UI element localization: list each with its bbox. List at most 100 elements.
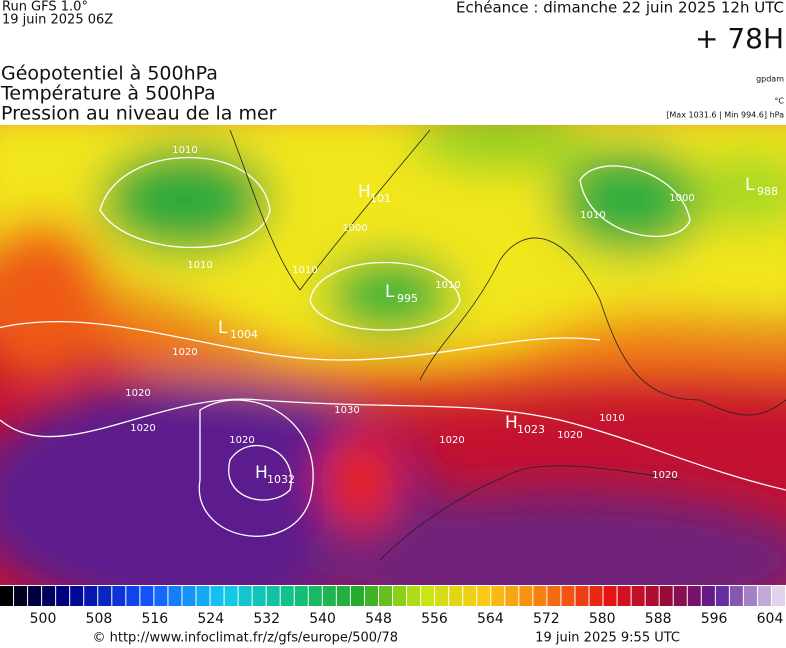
center-value: 1023 bbox=[517, 423, 545, 436]
lead-time: + 78H bbox=[695, 22, 784, 55]
colorbar-swatch bbox=[350, 586, 364, 606]
colorbar-swatch bbox=[421, 586, 435, 606]
colorbar-swatch bbox=[505, 586, 519, 606]
colorbar-swatch bbox=[603, 586, 617, 606]
isobar-label: 1020 bbox=[652, 470, 677, 481]
run-date: 19 juin 2025 06Z bbox=[2, 13, 113, 28]
center-value: 101 bbox=[370, 192, 391, 205]
colorbar-swatch bbox=[771, 586, 785, 606]
colorbar-swatch bbox=[393, 586, 407, 606]
colorbar-swatch bbox=[463, 586, 477, 606]
colorbar-swatch bbox=[0, 586, 14, 606]
colorbar-swatch bbox=[715, 586, 729, 606]
colorbar-label: 508 bbox=[86, 611, 113, 627]
colorbar-swatch bbox=[729, 586, 743, 606]
colorbar-swatch bbox=[70, 586, 84, 606]
center-kind: L bbox=[745, 175, 755, 195]
unit-label: gpdam bbox=[756, 75, 784, 84]
unit-label: [Max 1031.6 | Min 994.6] hPa bbox=[666, 111, 784, 120]
colorbar-swatch bbox=[477, 586, 491, 606]
colorbar-swatch bbox=[561, 586, 575, 606]
colorbar-swatch bbox=[266, 586, 280, 606]
colorbar-swatch bbox=[322, 586, 336, 606]
isobar-label: 1010 bbox=[599, 413, 624, 424]
run-label: Run GFS 1.0° bbox=[2, 0, 88, 15]
colorbar-swatch bbox=[589, 586, 603, 606]
map-title: Géopotentiel à 500hPa bbox=[1, 63, 218, 85]
center-kind: L bbox=[385, 282, 395, 302]
colorbar-swatch bbox=[210, 586, 224, 606]
isobar-label: 1010 bbox=[435, 280, 460, 291]
isobar-label: 1020 bbox=[130, 423, 155, 434]
colorbar-swatch bbox=[743, 586, 757, 606]
colorbar-swatch bbox=[378, 586, 392, 606]
isobar-label: 1010 bbox=[172, 145, 197, 156]
colorbar-swatch bbox=[336, 586, 350, 606]
colorbar-swatch bbox=[533, 586, 547, 606]
colorbar-label: 604 bbox=[757, 611, 784, 627]
colorbar-swatch bbox=[435, 586, 449, 606]
colorbar-swatch bbox=[308, 586, 322, 606]
isobar-label: 1020 bbox=[229, 435, 254, 446]
colorbar-swatch bbox=[42, 586, 56, 606]
colorbar-swatch bbox=[757, 586, 771, 606]
colorbar-swatch bbox=[645, 586, 659, 606]
center-value: 1004 bbox=[230, 328, 258, 341]
colorbar-swatch bbox=[491, 586, 505, 606]
field bbox=[0, 125, 786, 585]
colorbar-swatch bbox=[140, 586, 154, 606]
colorbar-swatch bbox=[701, 586, 715, 606]
colorbar-swatch bbox=[56, 586, 70, 606]
colorbar-label: 556 bbox=[421, 611, 448, 627]
colorbar-swatch bbox=[28, 586, 42, 606]
colorbar-swatch bbox=[238, 586, 252, 606]
isobar-label: 1000 bbox=[669, 193, 694, 204]
colorbar-label: 532 bbox=[253, 611, 280, 627]
colorbar-swatch bbox=[280, 586, 294, 606]
colorbar-swatch bbox=[294, 586, 308, 606]
unit-label: °C bbox=[774, 97, 784, 106]
isobar-label: 1010 bbox=[292, 265, 317, 276]
colorbar-label: 596 bbox=[701, 611, 728, 627]
center-value: 995 bbox=[397, 292, 418, 305]
colorbar-swatch bbox=[112, 586, 126, 606]
colorbar-swatch bbox=[547, 586, 561, 606]
map-title: Température à 500hPa bbox=[0, 83, 216, 105]
center-value: 988 bbox=[757, 185, 778, 198]
center-kind: H bbox=[358, 182, 371, 202]
colorbar-swatch bbox=[98, 586, 112, 606]
colorbar-swatch bbox=[519, 586, 533, 606]
colorbar-swatch bbox=[364, 586, 378, 606]
colorbar-label: 588 bbox=[645, 611, 672, 627]
colorbar-swatch bbox=[14, 586, 28, 606]
valid-time: Echéance : dimanche 22 juin 2025 12h UTC bbox=[456, 0, 784, 17]
center-kind: H bbox=[255, 463, 268, 483]
center-kind: L bbox=[218, 318, 228, 338]
colorbar-label: 516 bbox=[141, 611, 168, 627]
colorbar-swatch bbox=[168, 586, 182, 606]
colorbar-swatch bbox=[154, 586, 168, 606]
colorbar-label: 524 bbox=[197, 611, 224, 627]
source-url: © http://www.infoclimat.fr/z/gfs/europe/… bbox=[92, 631, 398, 646]
center-value: 1032 bbox=[267, 473, 295, 486]
colorbar-label: 580 bbox=[589, 611, 616, 627]
isobar-label: 1010 bbox=[580, 210, 605, 221]
generated-time: 19 juin 2025 9:55 UTC bbox=[535, 631, 680, 646]
isobar-label: 1020 bbox=[439, 435, 464, 446]
colorbar-swatch bbox=[252, 586, 266, 606]
isobar-label: 1010 bbox=[187, 260, 212, 271]
isobar-label: 1020 bbox=[125, 388, 150, 399]
colorbar-label: 540 bbox=[309, 611, 336, 627]
colorbar-swatch bbox=[673, 586, 687, 606]
isobar-label: 1020 bbox=[172, 347, 197, 358]
isobar-label: 1030 bbox=[334, 405, 359, 416]
colorbar-swatch bbox=[224, 586, 238, 606]
colorbar-swatch bbox=[617, 586, 631, 606]
colorbar-swatch bbox=[659, 586, 673, 606]
colorbar-label: 572 bbox=[533, 611, 560, 627]
colorbar-swatch bbox=[126, 586, 140, 606]
isobar-label: 1000 bbox=[342, 223, 367, 234]
colorbar-swatch bbox=[84, 586, 98, 606]
center-kind: H bbox=[505, 413, 518, 433]
